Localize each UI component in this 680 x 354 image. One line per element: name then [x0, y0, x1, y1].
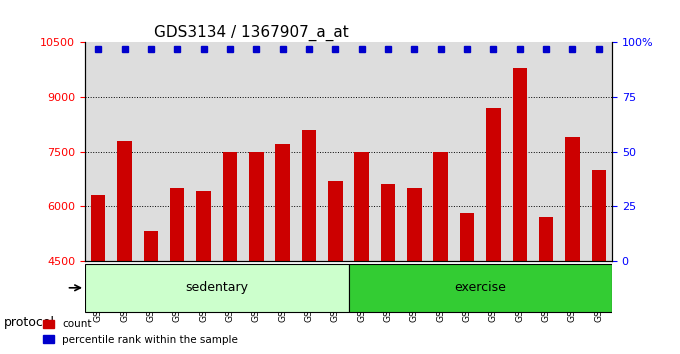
Bar: [348, 42, 375, 261]
Bar: [507, 42, 533, 261]
Bar: [137, 42, 164, 261]
Bar: [190, 42, 217, 261]
Bar: [354, 152, 369, 354]
Bar: [197, 192, 211, 354]
FancyBboxPatch shape: [348, 264, 612, 312]
Text: exercise: exercise: [454, 281, 506, 294]
Bar: [249, 152, 264, 354]
Bar: [401, 42, 428, 261]
Bar: [375, 42, 401, 261]
Bar: [480, 42, 507, 261]
FancyBboxPatch shape: [85, 264, 348, 312]
Bar: [217, 42, 243, 261]
Bar: [328, 181, 343, 354]
Bar: [85, 42, 112, 261]
Bar: [322, 42, 349, 261]
Bar: [269, 42, 296, 261]
Text: protocol: protocol: [3, 316, 54, 329]
Bar: [143, 232, 158, 354]
Bar: [433, 152, 448, 354]
Bar: [381, 184, 395, 354]
Text: sedentary: sedentary: [185, 281, 248, 294]
Bar: [407, 188, 422, 354]
Bar: [486, 108, 500, 354]
Bar: [559, 42, 585, 261]
Bar: [533, 42, 560, 261]
Bar: [275, 144, 290, 354]
Bar: [513, 68, 527, 354]
Bar: [112, 42, 137, 261]
Bar: [460, 213, 475, 354]
Bar: [243, 42, 269, 261]
Bar: [164, 42, 190, 261]
Bar: [592, 170, 606, 354]
Bar: [222, 152, 237, 354]
Bar: [454, 42, 480, 261]
Bar: [539, 217, 554, 354]
Bar: [585, 42, 612, 261]
Bar: [117, 141, 132, 354]
Bar: [428, 42, 454, 261]
Text: GDS3134 / 1367907_a_at: GDS3134 / 1367907_a_at: [154, 25, 348, 41]
Bar: [91, 195, 105, 354]
Bar: [302, 130, 316, 354]
Bar: [170, 188, 184, 354]
Legend: count, percentile rank within the sample: count, percentile rank within the sample: [39, 315, 242, 349]
Bar: [565, 137, 580, 354]
Bar: [296, 42, 322, 261]
